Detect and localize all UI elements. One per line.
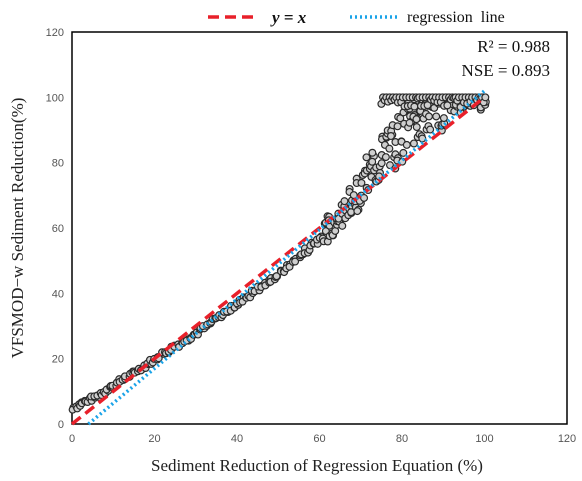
y-tick-label: 20 xyxy=(52,354,64,366)
data-point xyxy=(424,112,433,121)
data-point xyxy=(386,132,395,141)
data-point xyxy=(409,139,418,148)
data-point xyxy=(396,114,405,123)
data-point xyxy=(272,272,281,281)
data-point xyxy=(439,114,448,123)
y-tick-label: 80 xyxy=(52,158,64,170)
data-point xyxy=(368,148,377,157)
regression-line xyxy=(87,89,486,426)
y-tick-label: 100 xyxy=(46,92,64,104)
data-point xyxy=(377,159,386,168)
x-tick-label: 80 xyxy=(396,433,408,445)
data-point xyxy=(362,153,371,162)
x-tick-label: 120 xyxy=(558,433,576,445)
x-tick-label: 0 xyxy=(69,433,75,445)
data-point xyxy=(432,112,441,121)
data-point xyxy=(405,118,414,127)
legend-label-regression: regression line xyxy=(407,9,505,26)
plot-frame xyxy=(71,31,568,425)
data-point xyxy=(402,140,411,149)
legend: y = x regression line xyxy=(208,8,505,27)
plot-area: 0 20 40 60 80 100 120 0 20 40 60 80 100 120 xyxy=(46,27,577,445)
y-tick-label: 120 xyxy=(46,27,64,39)
data-point xyxy=(291,257,300,266)
data-point xyxy=(340,197,349,206)
data-point xyxy=(357,178,366,187)
y-axis-title: VFSMOD−w Sediment Reduction(%) xyxy=(8,98,27,359)
data-point xyxy=(349,191,358,200)
data-point xyxy=(393,122,402,131)
x-axis-title: Sediment Reduction of Regression Equatio… xyxy=(151,456,483,475)
data-point xyxy=(426,125,435,134)
nse-annotation: NSE = 0.893 xyxy=(462,61,550,80)
data-point xyxy=(418,134,427,143)
y-equals-x-line xyxy=(70,95,486,426)
data-point xyxy=(412,115,421,124)
data-point xyxy=(368,157,377,166)
x-tick-label: 60 xyxy=(313,433,325,445)
x-tick-label: 40 xyxy=(231,433,243,445)
y-tick-label: 0 xyxy=(58,419,64,431)
r-squared-annotation: R² = 0.988 xyxy=(477,37,550,56)
data-point xyxy=(381,153,390,162)
data-point xyxy=(353,207,362,216)
data-point xyxy=(443,101,452,110)
data-point xyxy=(338,221,347,230)
x-tick-label: 100 xyxy=(475,433,493,445)
data-point xyxy=(385,144,394,153)
data-point xyxy=(399,148,408,157)
data-point xyxy=(481,93,490,102)
data-point xyxy=(410,102,419,111)
legend-label-y-equals-x: y = x xyxy=(270,8,307,27)
data-point xyxy=(412,123,421,132)
y-tick-label: 60 xyxy=(52,223,64,235)
y-tick-label: 40 xyxy=(52,288,64,300)
x-tick-label: 20 xyxy=(148,433,160,445)
data-point xyxy=(360,193,369,202)
